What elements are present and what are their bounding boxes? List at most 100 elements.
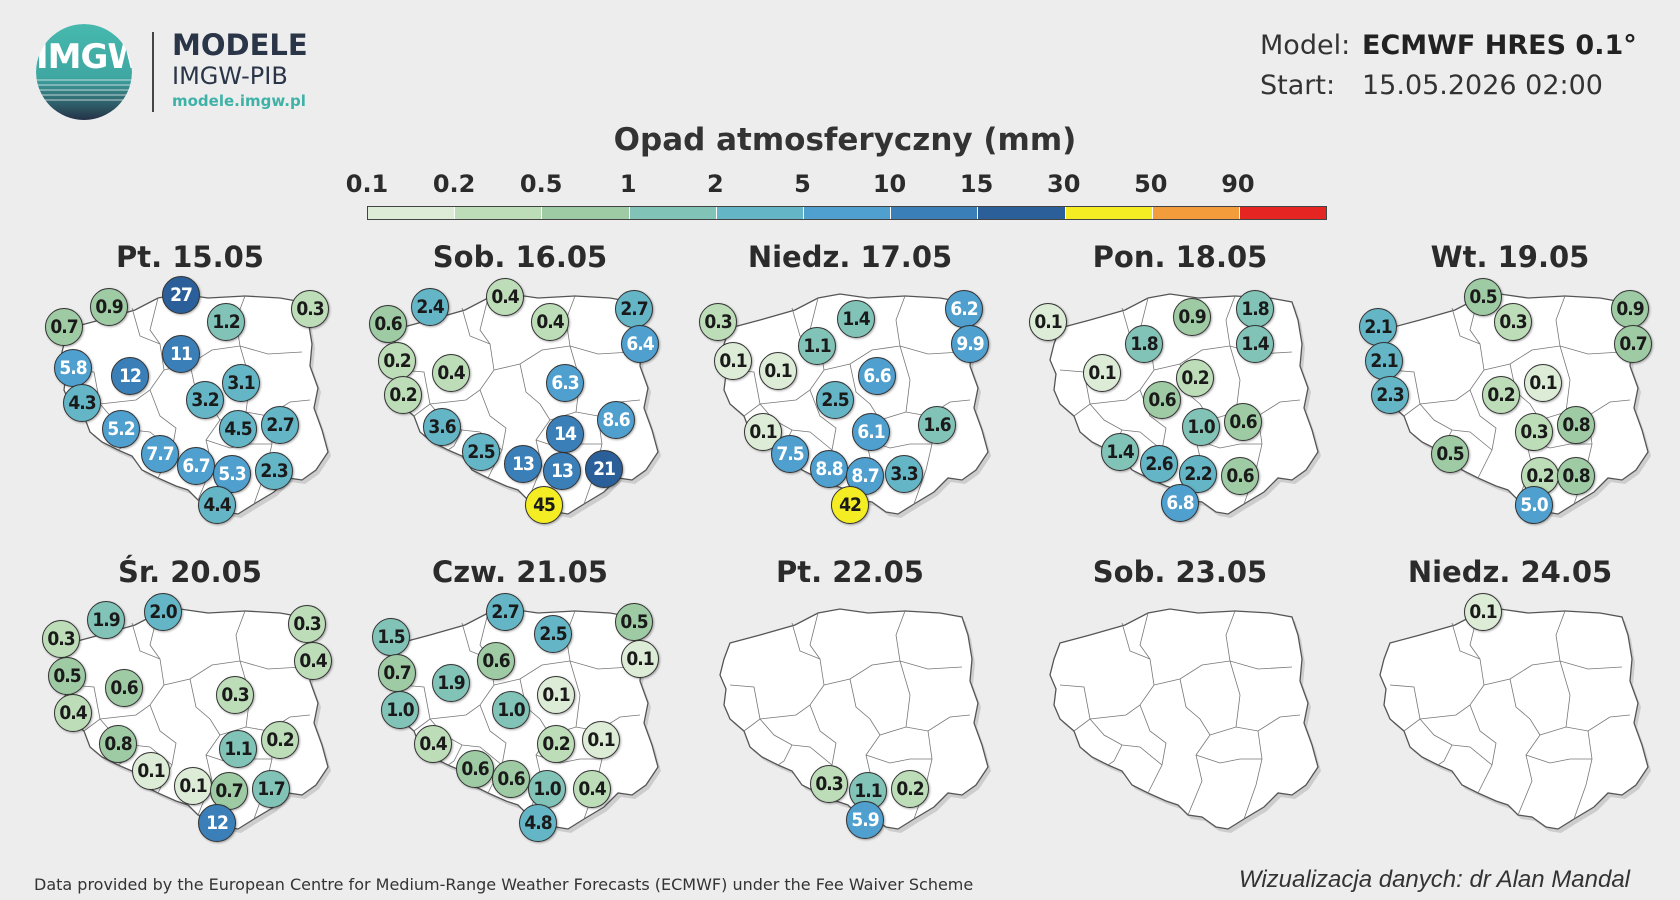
legend-swatch — [978, 207, 1066, 219]
logo-divider — [152, 32, 154, 112]
legend-swatch — [542, 207, 630, 219]
precip-value-marker: 0.5 — [1464, 278, 1502, 317]
precip-value-marker: 1.0 — [381, 691, 419, 730]
day-map-panel: Pt. 15.05 0.7 0.9 27 1.2 0.3 11 5.8 12 3.1 3.2 4.3 5… — [40, 240, 340, 540]
region-border — [1153, 660, 1293, 686]
precip-value-marker: 2.1 — [1365, 341, 1403, 380]
precip-value-marker: 0.3 — [216, 676, 254, 715]
precip-value-marker: 9.9 — [951, 324, 989, 363]
region-border — [1437, 744, 1453, 766]
region-border — [83, 622, 165, 732]
region-border — [1243, 730, 1263, 820]
precip-value-marker: 6.3 — [546, 363, 584, 402]
precip-value-marker: 0.6 — [456, 749, 494, 788]
precip-value-marker: 6.2 — [945, 290, 983, 329]
region-border — [83, 307, 165, 417]
precip-value-marker: 5.8 — [54, 349, 92, 388]
region-border — [809, 612, 821, 660]
precip-value-marker: 0.7 — [45, 307, 83, 346]
precip-value-marker: 1.5 — [372, 617, 410, 656]
precip-value-marker: 0.9 — [90, 287, 128, 326]
legend-tick-label: 1 — [619, 170, 637, 198]
precip-value-marker: 0.3 — [291, 290, 329, 329]
region-border — [1469, 389, 1497, 479]
region-border — [1229, 660, 1241, 728]
imgw-logo-circle: IMGW — [36, 24, 132, 120]
region-border — [149, 297, 161, 345]
precip-value-marker: 5.9 — [846, 801, 884, 840]
precip-value-marker: 0.7 — [1614, 324, 1652, 363]
precip-value-marker: 0.3 — [288, 605, 326, 644]
region-border — [1139, 704, 1167, 794]
region-border — [1483, 345, 1623, 371]
data-credit: Data provided by the European Centre for… — [34, 875, 974, 894]
precip-value-marker: 2.7 — [486, 593, 524, 632]
precip-value-marker: 1.0 — [528, 769, 566, 808]
region-border — [899, 345, 911, 413]
precip-value-marker: 1.4 — [1101, 432, 1139, 471]
day-title: Sob. 23.05 — [1092, 555, 1268, 589]
legend-swatch — [1239, 207, 1327, 219]
legend-swatch — [455, 207, 543, 219]
precip-value-marker: 0.1 — [582, 720, 620, 759]
poland-map — [719, 608, 991, 833]
legend-swatch — [1152, 207, 1240, 219]
region-border — [1559, 345, 1571, 413]
region-border — [1403, 622, 1485, 732]
precip-value-marker: 0.5 — [615, 602, 653, 641]
visualization-credit: Wizualizacja danych: dr Alan Mandal — [1238, 866, 1630, 893]
precip-value-marker: 14 — [546, 415, 584, 454]
precip-value-marker: 2.6 — [1140, 444, 1178, 483]
country-outline — [1379, 608, 1649, 830]
precip-value-marker: 0.5 — [1431, 434, 1469, 473]
precip-value-marker: 13 — [543, 452, 581, 491]
precip-value-marker: 0.2 — [537, 725, 575, 764]
region-border — [1525, 754, 1592, 764]
region-border — [865, 754, 932, 764]
precip-value-marker: 0.4 — [414, 725, 452, 764]
precip-value-marker: 6.1 — [852, 412, 890, 451]
day-map-panel: Pt. 22.05 0.3 1.1 0.2 5.9 — [700, 555, 1000, 855]
precip-value-marker: 3.1 — [222, 363, 260, 402]
precip-value-marker: 5.0 — [1515, 486, 1553, 525]
region-border — [479, 297, 491, 345]
legend-tick-label: 10 — [872, 170, 907, 198]
precip-value-marker: 0.2 — [1482, 376, 1520, 415]
legend-swatch — [803, 207, 892, 219]
region-border — [1225, 295, 1236, 347]
legend-tick-label: 0.1 — [345, 170, 389, 198]
legend-tick-label: 15 — [959, 170, 994, 198]
precip-value-marker: 42 — [831, 486, 869, 525]
precip-value-marker: 4.5 — [219, 410, 257, 449]
precip-value-marker: 0.7 — [210, 772, 248, 810]
day-title: Niedz. 24.05 — [1407, 555, 1613, 589]
poland-map — [719, 293, 991, 518]
day-title: Pt. 22.05 — [776, 555, 924, 589]
region-border — [1389, 684, 1421, 720]
precip-value-marker: 0.1 — [1524, 363, 1562, 402]
precip-value-marker: 0.3 — [699, 302, 737, 341]
poland-map — [1049, 608, 1321, 833]
precip-value-marker: 45 — [525, 486, 563, 525]
start-value: 15.05.2026 02:00 — [1362, 70, 1603, 101]
region-border — [1059, 684, 1091, 720]
precip-value-marker: 6.4 — [621, 324, 659, 363]
region-border — [895, 295, 906, 347]
region-border — [1225, 610, 1236, 662]
precip-value-marker: 21 — [585, 449, 623, 488]
precip-value-marker: 0.9 — [1173, 297, 1211, 336]
precip-value-marker: 3.6 — [423, 408, 461, 446]
region-border — [447, 744, 463, 766]
precip-value-marker: 8.7 — [846, 457, 884, 495]
precip-value-marker: 0.1 — [1083, 354, 1121, 393]
precip-value-marker: 2.3 — [255, 452, 293, 491]
day-title: Czw. 21.05 — [432, 555, 608, 589]
precip-value-marker: 12 — [198, 803, 236, 842]
region-border — [1195, 754, 1262, 764]
legend-tick-label: 0.2 — [432, 170, 476, 198]
region-border — [493, 345, 633, 371]
precip-value-marker: 2.3 — [1371, 376, 1409, 415]
day-map-panel: Sob. 16.05 0.6 2.4 0.4 0.4 2.7 6.4 0.2 0.4 6.3 0.2… — [369, 240, 670, 540]
region-border — [743, 622, 825, 732]
precip-value-marker: 1.9 — [87, 600, 125, 639]
